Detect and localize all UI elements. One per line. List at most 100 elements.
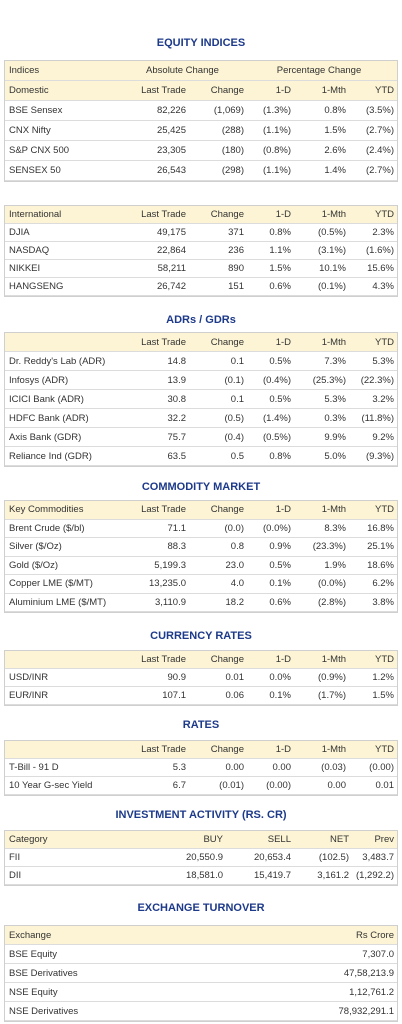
header-cell: Category: [9, 834, 48, 845]
table-cell: 49,175: [156, 227, 186, 238]
table-cell: (0.00): [369, 762, 394, 773]
table-cell: 5,199.3: [154, 559, 186, 571]
header-cell: Prev: [374, 834, 394, 845]
header-cell: Change: [210, 744, 244, 755]
section-title: EXCHANGE TURNOVER: [137, 902, 265, 914]
table-row: HANGSENG 26,742 151 0.6% (0.1%) 4.3%: [5, 278, 397, 296]
header-cell: Change: [210, 337, 244, 348]
table-cell: Dr. Reddy's Lab (ADR): [9, 356, 106, 367]
table-cell: 4.3%: [372, 281, 394, 292]
header-cell: 1-D: [275, 744, 291, 755]
table-cell: 90.9: [167, 672, 187, 683]
table-cell: (0.01): [219, 780, 244, 791]
table-cell: 107.1: [162, 690, 186, 701]
table-cell: 0.8%: [324, 105, 346, 116]
table-cell: 1.4%: [324, 165, 346, 176]
table-cell: 151: [228, 281, 244, 292]
table-cell: 10.1%: [319, 263, 346, 274]
table: Key Commodities Last Trade Change 1-D 1-Mth Y…: [4, 500, 398, 613]
section-title: COMMODITY MARKET: [141, 481, 261, 493]
table-cell: 0.0%: [269, 672, 291, 683]
header-cell: YTD: [375, 504, 394, 515]
table-cell: (2.4%): [366, 145, 394, 156]
table-cell: 3.2%: [372, 394, 394, 405]
table-row: NIKKEI 58,211 890 1.5% 10.1% 15.6%: [5, 260, 397, 278]
table-cell: 0.1: [230, 356, 244, 367]
table-row: Axis Bank (GDR) 75.7 (0.4) (0.5%) 9.9% 9.2%: [5, 428, 397, 447]
table-cell: 3,483.7: [362, 852, 394, 863]
table-row: Silver ($/Oz) 88.3 0.8 0.9% (23.3%) 25.1%: [5, 538, 397, 557]
table-cell: 1.5%: [324, 125, 346, 136]
table-cell: 20,653.4: [254, 852, 291, 863]
table-cell: 5.0%: [324, 451, 346, 462]
table-cell: 3.8%: [372, 596, 394, 608]
table-cell: 18.6%: [367, 559, 394, 571]
header-cell: 1-D: [275, 654, 291, 665]
table-row: 10 Year G-sec Yield 6.7 (0.01) (0.00) 0.00 0.…: [5, 777, 397, 795]
table-cell: 9.9%: [324, 432, 346, 443]
table-cell: (1.3%): [263, 105, 291, 116]
table-row: HDFC Bank (ADR) 32.2 (0.5) (1.4%) 0.3% (11.8%…: [5, 409, 397, 428]
header-cell: BUY: [203, 834, 223, 845]
table-cell: 8.3%: [324, 522, 346, 534]
header-cell: YTD: [375, 337, 394, 348]
table-cell: 15,419.7: [254, 870, 291, 881]
table-cell: 7.3%: [324, 356, 346, 367]
table-cell: 0.8%: [269, 227, 291, 238]
table-cell: (1,292.2): [355, 870, 394, 881]
header-cell: Domestic: [9, 85, 49, 96]
table-cell: 0.06: [225, 690, 245, 701]
table-cell: (9.3%): [366, 451, 394, 462]
header-cell: 1-Mth: [321, 744, 346, 755]
table-row: BSE Equity 7,307.0: [5, 945, 397, 964]
table-cell: 1.9%: [324, 559, 346, 571]
header-cell: YTD: [375, 654, 394, 665]
table-row: Gold ($/Oz) 5,199.3 23.0 0.5% 1.9% 18.6%: [5, 557, 397, 575]
table: Last Trade Change 1-D 1-Mth YTD T-Bill - 91 D…: [4, 740, 398, 796]
table-cell: 88.3: [167, 541, 187, 552]
table-cell: BSE Derivatives: [9, 968, 78, 979]
table-cell: 0.3%: [324, 413, 346, 424]
table-cell: 26,543: [156, 165, 186, 176]
header-cell: Change: [210, 504, 244, 515]
table-row: NASDAQ 22,864 236 1.1% (3.1%) (1.6%): [5, 242, 397, 260]
table-cell: BSE Equity: [9, 949, 58, 960]
table-cell: (0.5%): [263, 432, 291, 443]
header-cell: Last Trade: [141, 504, 186, 515]
header-row: Indices Absolute Change Percentage Change: [5, 61, 397, 81]
header-row: International Last Trade Change 1-D 1-Mth YTD: [5, 206, 397, 224]
section-title: INVESTMENT ACTIVITY (RS. CR): [115, 809, 287, 821]
table-cell: 18.2: [225, 596, 245, 608]
table-cell: (102.5): [318, 852, 349, 863]
table-cell: DJIA: [9, 227, 30, 238]
header-cell: International: [9, 209, 62, 220]
table-cell: (0.5%): [318, 227, 346, 238]
table-cell: 6.7: [172, 780, 186, 791]
table-cell: DII: [9, 870, 22, 881]
table-row: CNX Nifty 25,425 (288) (1.1%) 1.5% (2.7%): [5, 121, 397, 141]
table-row: S&P CNX 500 23,305 (180) (0.8%) 2.6% (2.4%): [5, 141, 397, 161]
table-cell: 3,161.2: [317, 870, 349, 881]
header-row: Last Trade Change 1-D 1-Mth YTD: [5, 333, 397, 352]
header-cell: Last Trade: [141, 654, 186, 665]
table-row: Dr. Reddy's Lab (ADR) 14.8 0.1 0.5% 7.3% 5.3%: [5, 352, 397, 371]
header-cell: 1-D: [275, 504, 291, 515]
header-cell: 1-Mth: [321, 654, 346, 665]
table-cell: Axis Bank (GDR): [9, 432, 82, 443]
header-cell: Last Trade: [141, 337, 186, 348]
header-row: Last Trade Change 1-D 1-Mth YTD: [5, 741, 397, 759]
table-cell: Silver ($/Oz): [9, 541, 62, 552]
header-cell: Percentage Change: [276, 65, 362, 76]
table-cell: SENSEX 50: [9, 165, 61, 176]
table-cell: 18,581.0: [186, 870, 223, 881]
table-cell: 7,307.0: [362, 949, 394, 960]
table-cell: 63.5: [167, 451, 187, 462]
table-cell: 30.8: [167, 394, 187, 405]
table-cell: 10 Year G-sec Yield: [9, 780, 93, 791]
header-cell: Change: [210, 85, 244, 96]
table-cell: (0.8%): [263, 145, 291, 156]
table-cell: 1.1%: [269, 245, 291, 256]
table-cell: (0.5): [224, 413, 244, 424]
table-row: EUR/INR 107.1 0.06 0.1% (1.7%) 1.5%: [5, 687, 397, 705]
